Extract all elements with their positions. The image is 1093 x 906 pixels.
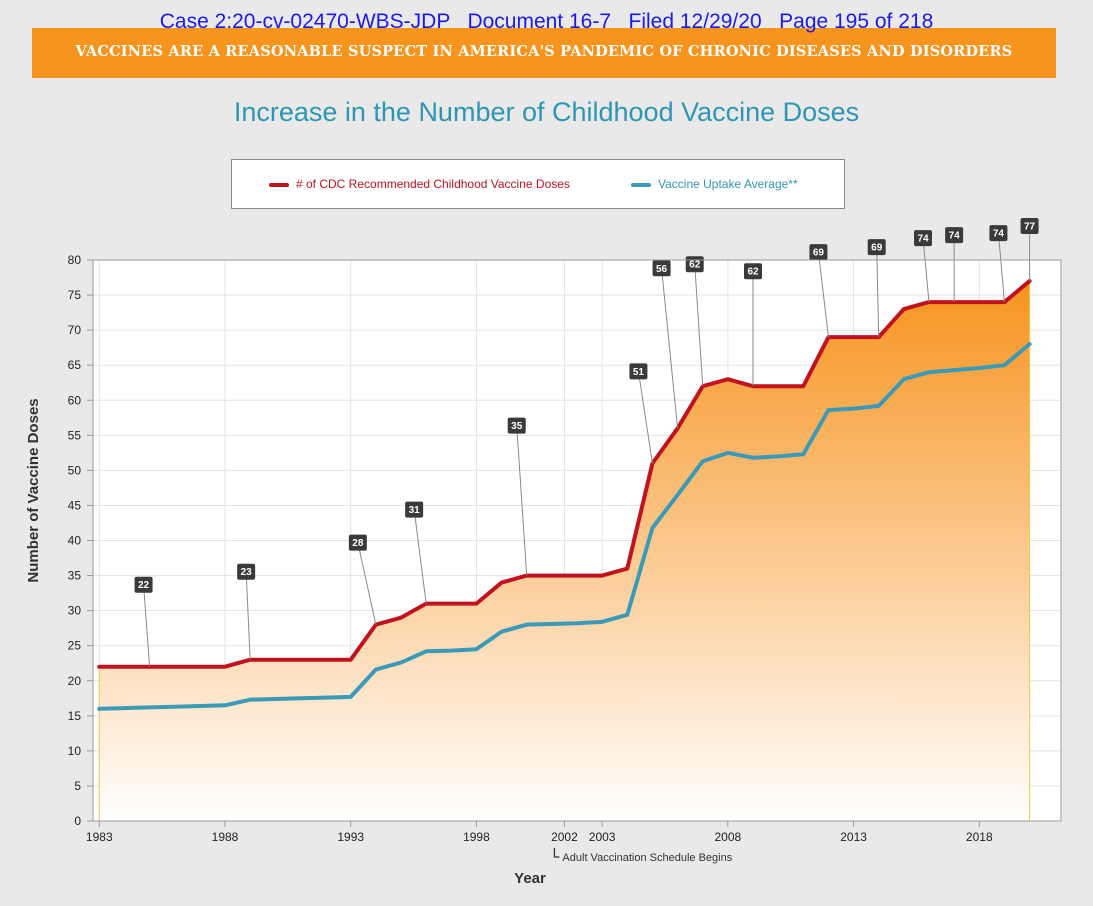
y-tick-label: 50 (68, 463, 82, 477)
callout-label: 23 (241, 567, 253, 578)
x-annotation: Adult Vaccination Schedule Begins (562, 852, 732, 864)
y-tick-label: 55 (68, 428, 82, 442)
callout-box (945, 227, 964, 244)
line-layer (97, 279, 1032, 711)
callout-leader (245, 571, 251, 660)
x-tick-label: 2003 (589, 830, 616, 844)
callout-leader (922, 238, 930, 303)
callout-label: 77 (1024, 222, 1036, 233)
callout-box (134, 576, 153, 593)
callout-label: 28 (352, 538, 364, 549)
series-line-doses (97, 279, 1032, 669)
callout-label: 62 (689, 260, 701, 271)
y-tick-label: 5 (74, 779, 81, 793)
x-tick-label: 2002 (551, 830, 578, 844)
callout-box (989, 225, 1008, 242)
callout-leader (143, 584, 151, 667)
legend: # of CDC Recommended Childhood Vaccine D… (231, 159, 845, 209)
callout-box (507, 417, 526, 434)
y-tick-label: 25 (68, 639, 82, 653)
x-tick-label: 2008 (715, 830, 742, 844)
callout-label: 74 (949, 231, 961, 242)
callout-box (405, 501, 424, 518)
callout-box (809, 244, 828, 261)
y-tick-label: 65 (68, 358, 82, 372)
callout-box (914, 230, 932, 247)
y-tick-label: 30 (68, 604, 82, 618)
callouts: 22 23 28 31 35 51 56 62 62 69 69 74 74 74 77 (134, 218, 1039, 667)
legend-item-doses: # of CDC Recommended Childhood Vaccine D… (269, 177, 570, 191)
y-tick-label: 35 (68, 569, 82, 583)
callout-box (629, 363, 648, 380)
annotation-arrow-icon (553, 848, 560, 858)
case-header: Case 2:20-cv-02470-WBS-JDP Document 16-7… (159, 10, 934, 33)
callout-box (1020, 218, 1039, 235)
callout-label: 62 (747, 267, 759, 278)
y-tick-label: 45 (68, 498, 82, 512)
callout-leader (876, 247, 880, 338)
x-axis-title: Year (514, 870, 546, 887)
callout-box (652, 260, 671, 277)
callout-label: 69 (813, 248, 825, 259)
y-tick-label: 15 (68, 709, 82, 723)
callout-leader (661, 268, 679, 429)
y-tick-label: 10 (68, 744, 82, 758)
legend-swatch-doses (269, 182, 289, 187)
legend-label-uptake: Vaccine Uptake Average** (658, 177, 798, 191)
legend-label-doses: # of CDC Recommended Childhood Vaccine D… (296, 177, 570, 191)
y-tick-label: 60 (68, 393, 82, 407)
callout-label: 74 (917, 234, 929, 245)
callout-box (237, 563, 256, 580)
x-tick-label: 1983 (86, 830, 113, 844)
callout-label: 35 (511, 421, 523, 432)
y-tick-label: 75 (68, 288, 82, 302)
series-line-uptake (97, 342, 1032, 711)
axes: 0 5 10 15 20 25 30 35 40 45 50 55 60 65 70 75 80 1983 1988… (25, 253, 1062, 887)
x-tick-label: 1988 (212, 830, 239, 844)
banner-text: VACCINES ARE A REASONABLE SUSPECT IN AME… (75, 43, 1013, 60)
area-layer (98, 281, 1031, 822)
y-tick-label: 0 (74, 814, 81, 828)
callout-box (867, 239, 886, 256)
callout-leader (637, 371, 653, 464)
callout-label: 31 (409, 505, 421, 516)
y-tick-label: 40 (68, 534, 82, 548)
x-tick-label: 1998 (463, 830, 490, 844)
callout-box (744, 263, 762, 280)
callout-leader (997, 233, 1005, 303)
callout-leader (516, 425, 528, 576)
callout-label: 74 (993, 229, 1005, 240)
callout-label: 69 (871, 243, 883, 254)
banner: VACCINES ARE A REASONABLE SUSPECT IN AME… (32, 28, 1056, 78)
legend-item-uptake: Vaccine Uptake Average** (631, 177, 798, 191)
chart-title: Increase in the Number of Childhood Vacc… (233, 97, 860, 127)
area-fill (99, 281, 1030, 822)
callout-label: 22 (138, 580, 150, 591)
y-axis-title: Number of Vaccine Doses (25, 398, 42, 582)
y-tick-label: 70 (68, 323, 82, 337)
x-tick-label: 2018 (966, 830, 993, 844)
callout-box (348, 534, 367, 551)
callout-label: 56 (656, 264, 668, 275)
callout-label: 51 (633, 367, 645, 378)
callout-leader (694, 264, 704, 387)
x-tick-label: 1993 (337, 830, 364, 844)
callout-leader (357, 542, 377, 625)
y-tick-label: 80 (68, 253, 82, 267)
legend-swatch-uptake (631, 182, 651, 187)
y-tick-label: 20 (68, 674, 82, 688)
callout-leader (817, 252, 829, 338)
callout-leader (413, 509, 427, 604)
x-tick-label: 2013 (840, 830, 867, 844)
